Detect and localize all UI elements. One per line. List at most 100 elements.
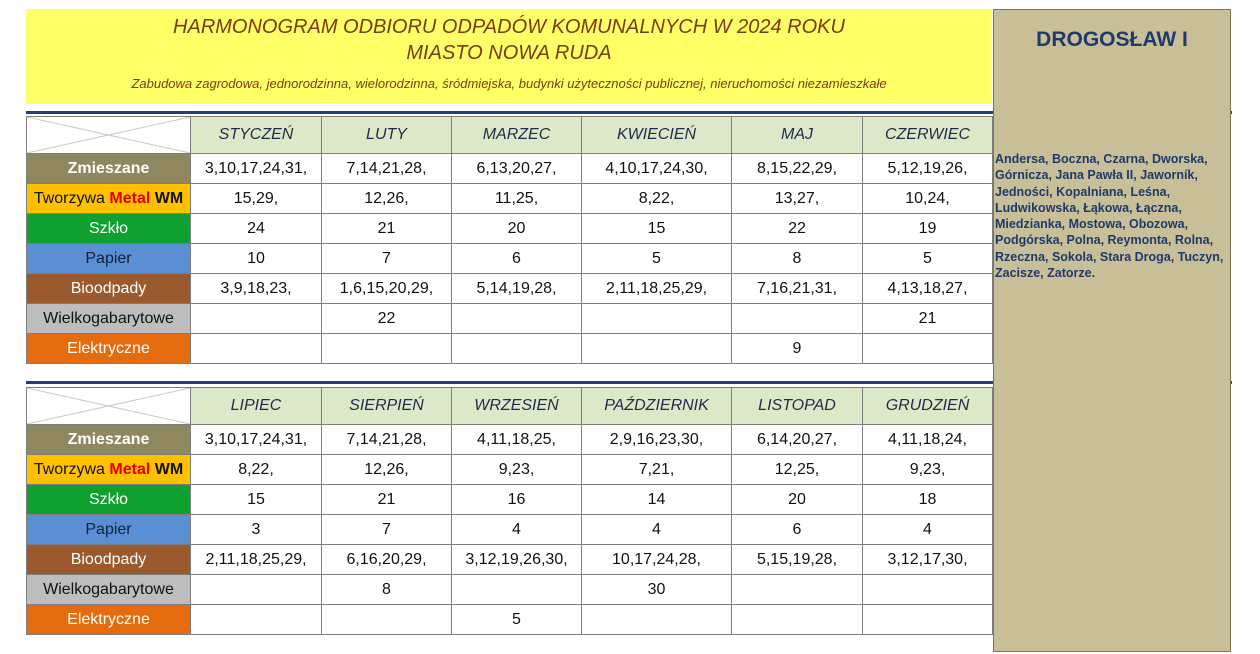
row-zmieszane: Zmieszane 3,10,17,24,31, 7,14,21,28, 4,11,1… [26,424,993,455]
date-cell [862,574,993,605]
date-cell: 4 [451,514,582,545]
date-cell: 4 [862,514,993,545]
category-label-tworzywa-text: Tworzywa [33,189,105,207]
category-label-tworzywa: Tworzywa Metal WM [26,454,191,485]
row-tworzywa: Tworzywa Metal WM 8,22, 12,26, 9,23, 7,21, 12… [26,454,993,485]
building-types-subtitle: Zabudowa zagrodowa, jednorodzinna, wielo… [131,76,887,91]
category-label-tworzywa: Tworzywa Metal WM [26,183,191,214]
date-cell: 2,11,18,25,29, [581,273,732,304]
date-cell: 4,11,18,24, [862,424,993,455]
date-cell: 11,25, [451,183,582,214]
date-cell: 8 [731,243,863,274]
schedule-title: HARMONOGRAM ODBIORU ODPADÓW KOMUNALNYCH … [173,16,845,38]
month-header: CZERWIEC [862,116,993,154]
month-header: LISTOPAD [731,387,863,425]
date-cell: 15 [190,484,322,515]
schedule-table-jan-jun: STYCZEŃ LUTY MARZEC KWIECIEŃ MAJ CZERWIEC Zmie… [26,116,993,364]
date-cell [731,604,863,635]
row-wielkogabarytowe: Wielkogabarytowe 22 21 [26,303,993,334]
date-cell: 13,27, [731,183,863,214]
header-banner: HARMONOGRAM ODBIORU ODPADÓW KOMUNALNYCH … [26,9,992,104]
row-wielkogabarytowe: Wielkogabarytowe 8 30 [26,574,993,605]
crossed-out-icon [27,117,190,153]
date-cell: 4 [581,514,732,545]
row-elektryczne: Elektryczne 5 [26,604,993,635]
date-cell: 10,24, [862,183,993,214]
date-cell: 6 [451,243,582,274]
date-cell: 8 [321,574,452,605]
month-header: SIERPIEŃ [321,387,452,425]
date-cell: 21 [321,213,452,244]
date-cell [451,574,582,605]
date-cell: 12,26, [321,454,452,485]
date-cell: 14 [581,484,732,515]
date-cell: 9,23, [862,454,993,485]
date-cell: 3 [190,514,322,545]
date-cell: 5,15,19,28, [731,544,863,575]
row-bioodpady: Bioodpady 3,9,18,23, 1,6,15,20,29, 5,14,19,… [26,273,993,304]
crossed-out-icon [27,388,190,424]
date-cell [581,604,732,635]
date-cell: 4,13,18,27, [862,273,993,304]
date-cell: 16 [451,484,582,515]
date-cell: 12,25, [731,454,863,485]
month-header-row: STYCZEŃ LUTY MARZEC KWIECIEŃ MAJ CZERWIEC [26,116,993,154]
schedule-table-jul-dec: LIPIEC SIERPIEŃ WRZESIEŃ PAŹDZIERNIK LISTOPA… [26,387,993,635]
category-label-zmieszane: Zmieszane [26,424,191,455]
category-label-zmieszane: Zmieszane [26,153,191,184]
date-cell: 5 [581,243,732,274]
date-cell [862,333,993,364]
date-cell: 12,26, [321,183,452,214]
month-header: PAŹDZIERNIK [581,387,732,425]
category-label-papier: Papier [26,514,191,545]
date-cell [190,303,322,334]
date-cell: 9 [731,333,863,364]
month-header: WRZESIEŃ [451,387,582,425]
street-list: Andersa, Boczna, Czarna, Dworska, Górnic… [995,152,1224,281]
category-label-tworzywa-text: Tworzywa [33,460,105,478]
date-cell: 3,10,17,24,31, [190,153,322,184]
date-cell: 9,23, [451,454,582,485]
date-cell: 7,16,21,31, [731,273,863,304]
category-label-wm-text: WM [154,189,184,207]
date-cell [581,303,732,334]
month-header: KWIECIEŃ [581,116,732,154]
area-panel: DROGOSŁAW I Andersa, Boczna, Czarna, Dwo… [993,9,1231,652]
row-zmieszane: Zmieszane 3,10,17,24,31, 7,14,21,28, 6,13,2… [26,153,993,184]
date-cell: 5 [451,604,582,635]
date-cell: 8,22, [581,183,732,214]
category-label-metal-text: Metal [109,189,151,207]
date-cell: 4,10,17,24,30, [581,153,732,184]
month-header: GRUDZIEŃ [862,387,993,425]
date-cell [190,574,322,605]
date-cell: 18 [862,484,993,515]
date-cell [451,303,582,334]
category-label-elektryczne: Elektryczne [26,604,191,635]
category-label-szklo: Szkło [26,484,191,515]
row-szklo: Szkło 24 21 20 15 22 19 [26,213,993,244]
date-cell: 1,6,15,20,29, [321,273,452,304]
month-header: LIPIEC [190,387,322,425]
date-cell: 21 [321,484,452,515]
date-cell: 7 [321,514,452,545]
row-elektryczne: Elektryczne 9 [26,333,993,364]
date-cell: 6,16,20,29, [321,544,452,575]
date-cell: 3,10,17,24,31, [190,424,322,455]
date-cell: 7,14,21,28, [321,424,452,455]
date-cell [321,333,452,364]
date-cell: 15 [581,213,732,244]
month-header: MAJ [731,116,863,154]
date-cell: 2,11,18,25,29, [190,544,322,575]
category-label-wm-text: WM [154,460,184,478]
date-cell: 22 [321,303,452,334]
category-label-wielkogabarytowe: Wielkogabarytowe [26,303,191,334]
month-header: STYCZEŃ [190,116,322,154]
date-cell: 2,9,16,23,30, [581,424,732,455]
date-cell [190,604,322,635]
month-header-row: LIPIEC SIERPIEŃ WRZESIEŃ PAŹDZIERNIK LISTOPA… [26,387,993,425]
date-cell: 19 [862,213,993,244]
date-cell: 8,22, [190,454,322,485]
category-label-wielkogabarytowe: Wielkogabarytowe [26,574,191,605]
date-cell: 3,12,19,26,30, [451,544,582,575]
date-cell: 22 [731,213,863,244]
